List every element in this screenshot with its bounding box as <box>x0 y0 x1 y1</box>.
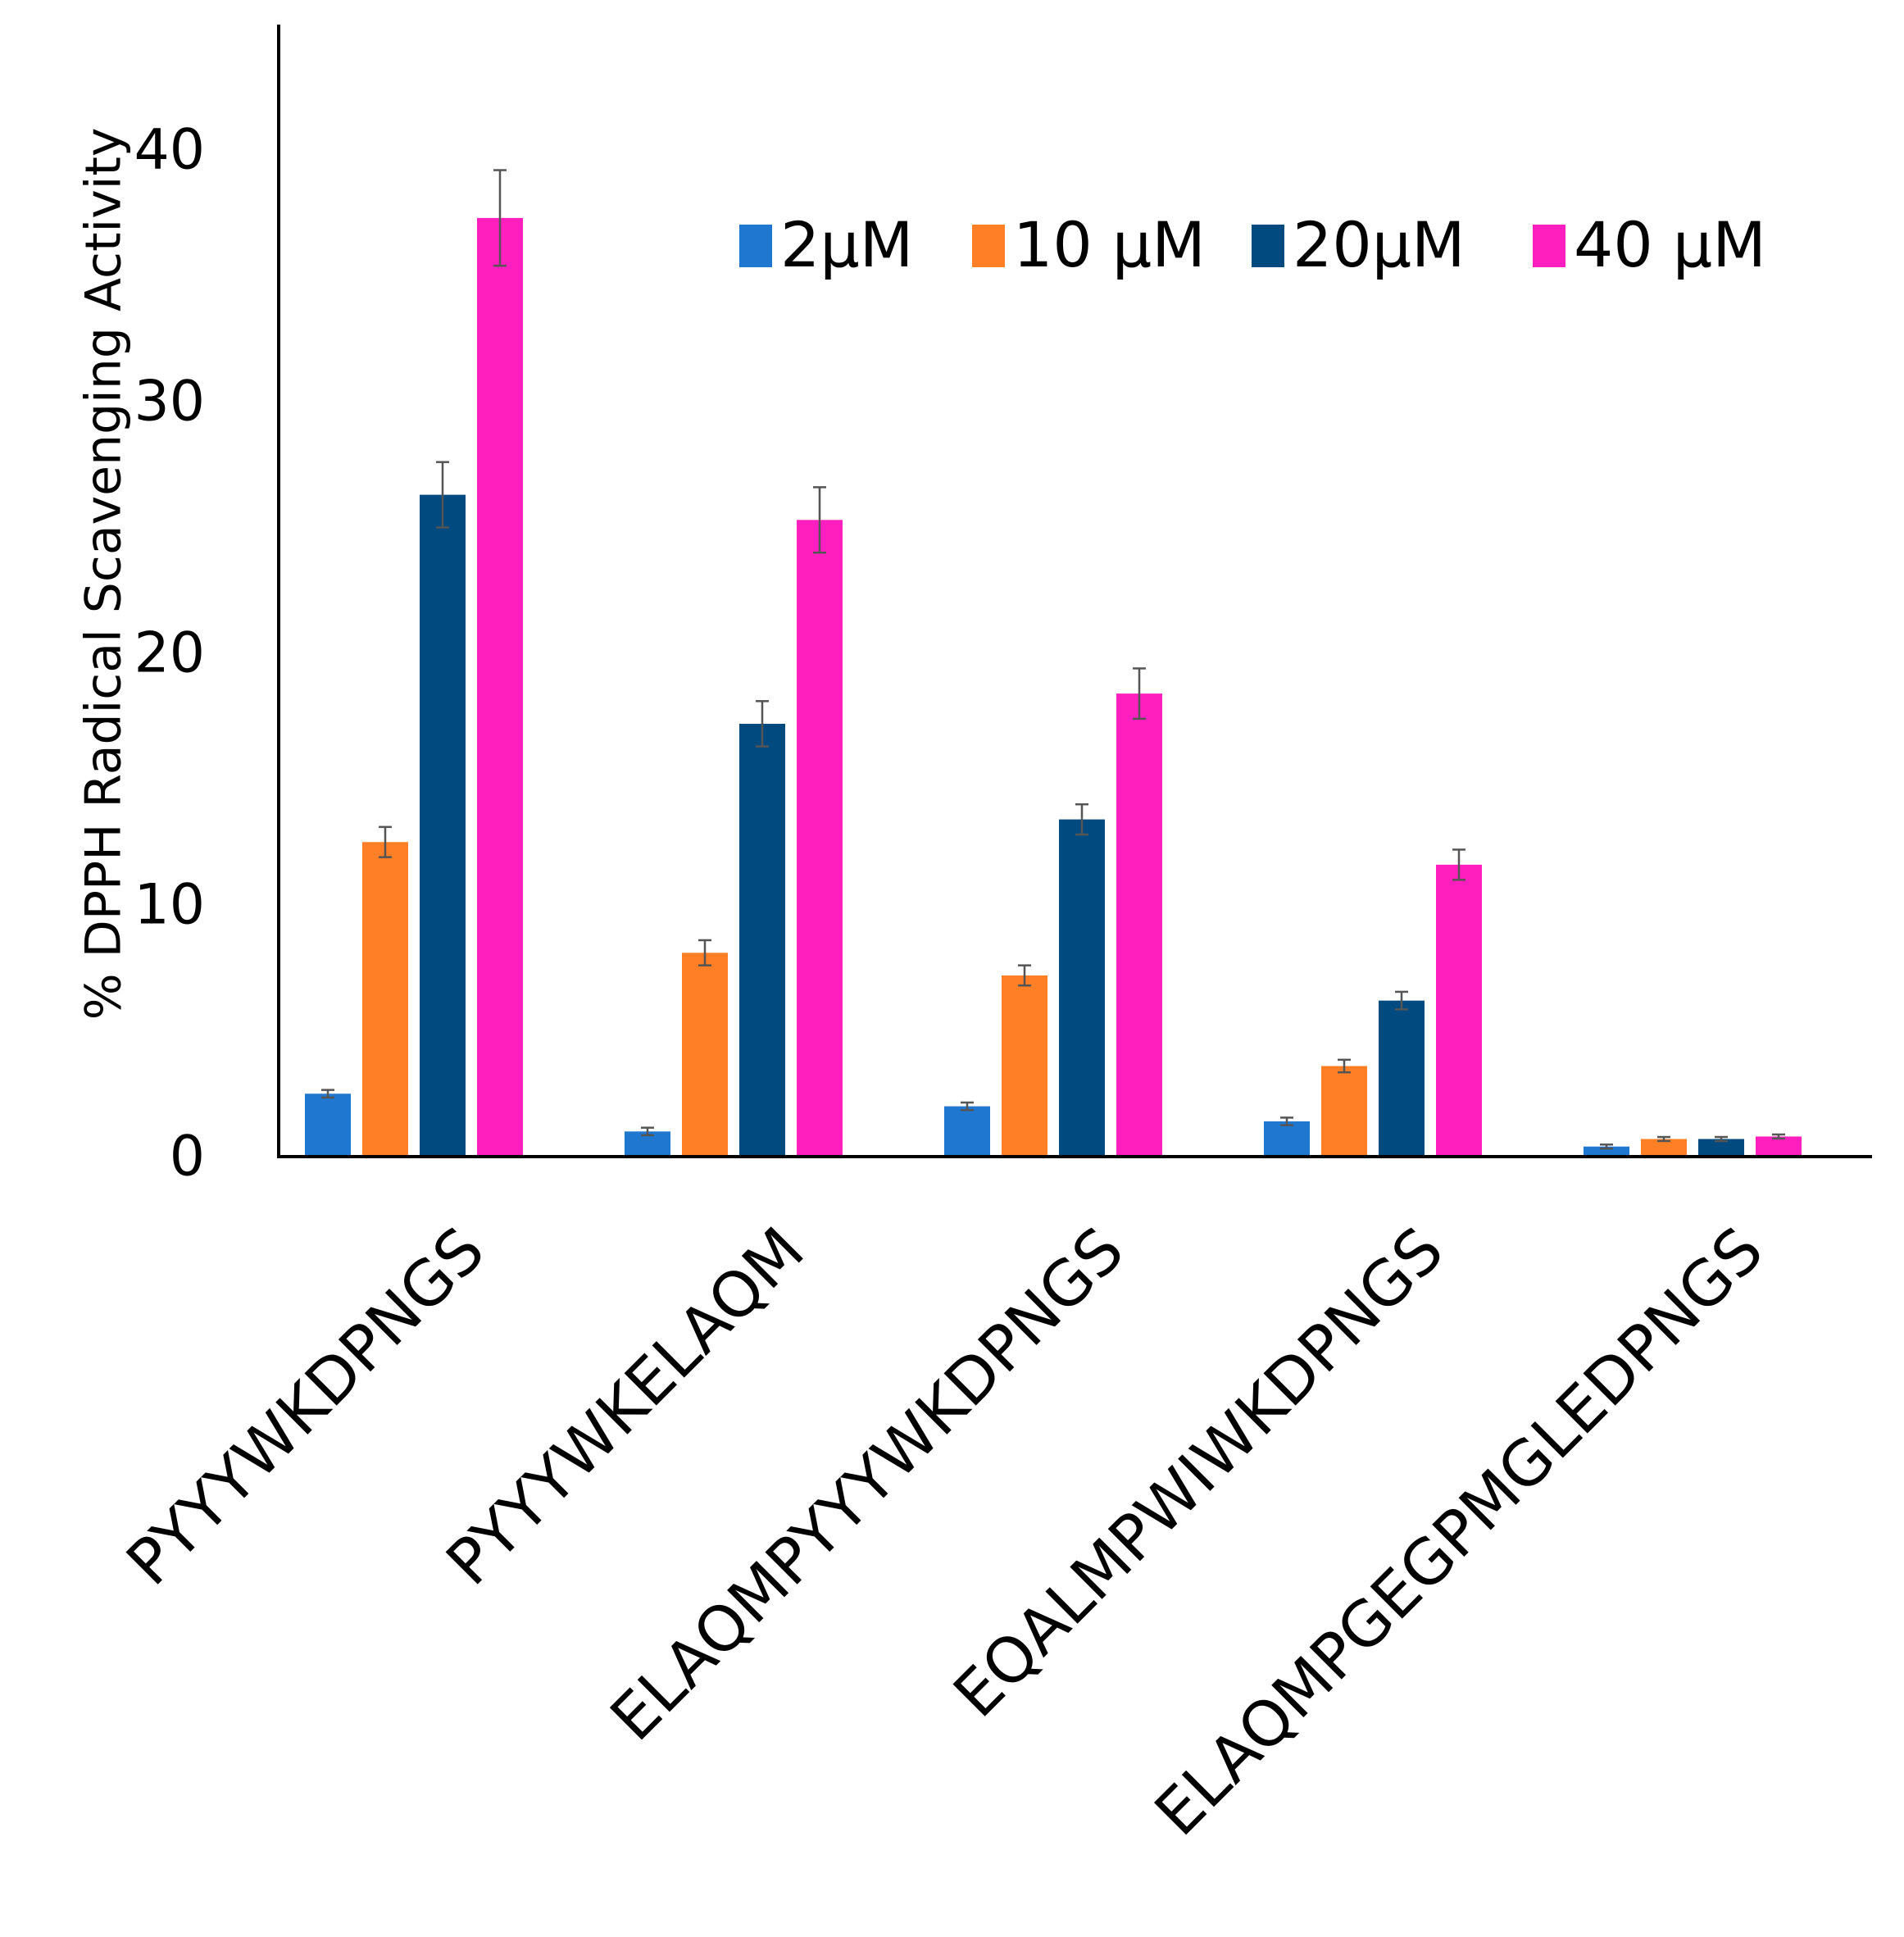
legend-item: 2µM <box>739 208 913 281</box>
axes-layer <box>277 25 1872 1158</box>
error-bar <box>321 1089 334 1099</box>
bar <box>420 494 466 1157</box>
bar <box>739 723 785 1157</box>
error-bar <box>1018 964 1031 987</box>
y-tick-label: 10 <box>134 873 205 938</box>
y-tick-label: 20 <box>134 621 205 686</box>
error-bar <box>379 825 392 858</box>
category-label: ELAQMPGEGPMGLEDPNGS <box>1141 1213 1777 1849</box>
y-tick-label: 0 <box>170 1125 205 1189</box>
error-bar <box>1600 1144 1613 1150</box>
bar <box>1059 819 1105 1157</box>
bar <box>362 842 408 1157</box>
bar <box>305 1094 351 1157</box>
bar <box>1584 1146 1629 1157</box>
error-bar <box>756 700 769 748</box>
category-labels: PYYYWKDPNGSPYYYWKELAQMELAQMPYYYWKDPNGSEQ… <box>112 1213 1777 1849</box>
bar <box>477 217 523 1157</box>
legend-item: 20µM <box>1252 208 1465 281</box>
error-bar <box>1133 667 1146 721</box>
error-bar <box>961 1101 974 1112</box>
legend-swatch <box>1533 225 1565 267</box>
error-bar <box>1395 990 1408 1011</box>
y-tick-label: 30 <box>134 370 205 434</box>
bar <box>1264 1121 1310 1157</box>
error-bars-layer <box>321 169 1785 1150</box>
error-bar <box>436 461 449 529</box>
category-label: ELAQMPYYYWKDPNGS <box>597 1213 1138 1754</box>
error-bar <box>1280 1116 1293 1126</box>
legend-item: 40 µM <box>1533 208 1766 281</box>
legend-item: 10 µM <box>972 208 1206 281</box>
bar <box>1641 1139 1687 1157</box>
bar <box>944 1106 990 1157</box>
bar <box>682 953 728 1157</box>
bar <box>1436 864 1482 1157</box>
bar <box>797 520 843 1157</box>
legend-label: 2µM <box>780 208 913 281</box>
legend-label: 20µM <box>1293 208 1465 281</box>
bars-layer <box>305 217 1802 1157</box>
error-bar <box>698 939 711 966</box>
error-bar <box>1657 1135 1670 1143</box>
error-bar <box>1452 848 1465 881</box>
error-bar <box>493 169 507 267</box>
legend-swatch <box>972 225 1005 267</box>
legend-swatch <box>739 225 772 267</box>
y-axis-title: % DPPH Radical Scavenging Activity <box>75 128 133 1021</box>
bar <box>1756 1136 1802 1157</box>
bar <box>1116 693 1162 1157</box>
legend-swatch <box>1252 225 1284 267</box>
bar <box>1379 1000 1425 1157</box>
legend-label: 40 µM <box>1574 208 1766 281</box>
bar <box>1002 975 1047 1157</box>
bar <box>1698 1139 1744 1157</box>
y-tick-labels: 0 10 20 30 40 <box>134 118 205 1189</box>
legend: 2µM 10 µM 20µM 40 µM <box>739 208 1766 281</box>
error-bar <box>813 486 826 554</box>
error-bar <box>1338 1058 1351 1074</box>
error-bar <box>1715 1135 1728 1143</box>
legend-label: 10 µM <box>1013 208 1206 281</box>
error-bar <box>641 1126 654 1137</box>
error-bar <box>1772 1133 1785 1140</box>
error-bar <box>1075 803 1088 836</box>
bar <box>1321 1066 1367 1157</box>
y-tick-label: 40 <box>134 118 205 183</box>
